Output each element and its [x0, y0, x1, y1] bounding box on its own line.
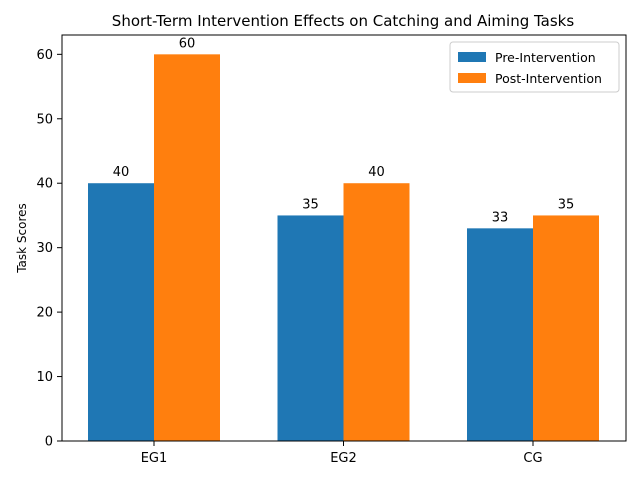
chart-title: Short-Term Intervention Effects on Catch…	[112, 12, 575, 30]
bar-eg2-pre	[277, 215, 344, 441]
bar-eg1-pre	[88, 183, 154, 441]
legend-label-post: Post-Intervention	[495, 71, 602, 86]
y-axis: 0 10 20 30 40 50 60	[36, 48, 62, 450]
legend-swatch-post	[458, 73, 486, 83]
legend-box	[449, 41, 620, 93]
bar-cg-post	[533, 215, 599, 441]
y-axis-label: Task Scores	[15, 203, 29, 274]
data-label-eg1-pre: 40	[113, 165, 130, 180]
x-tick-label-cg: CG	[523, 451, 542, 466]
plot-frame	[61, 34, 627, 442]
legend: Pre-Intervention Post-Intervention	[449, 41, 620, 93]
bar-cg-pre	[467, 228, 533, 441]
y-tick-label: 60	[36, 48, 53, 63]
x-tick-label-eg1: EG1	[141, 451, 168, 466]
y-tick-label: 50	[36, 112, 53, 127]
legend-swatch-pre	[458, 52, 486, 62]
y-tick-label: 20	[36, 306, 53, 321]
x-axis: EG1 EG2 CG	[141, 441, 543, 466]
bar-eg1-post	[154, 54, 220, 441]
data-label-eg2-post: 40	[368, 165, 385, 180]
data-labels-group: 40 60 35 40 33 35	[113, 36, 575, 225]
data-label-eg2-pre: 35	[302, 197, 319, 212]
y-tick-label: 0	[45, 435, 53, 450]
legend-label-pre: Pre-Intervention	[495, 50, 596, 65]
y-tick-label: 10	[36, 370, 53, 385]
data-label-eg1-post: 60	[179, 36, 196, 51]
y-tick-label: 30	[36, 241, 53, 256]
data-label-cg-pre: 33	[492, 210, 509, 225]
data-label-cg-post: 35	[558, 197, 575, 212]
bar-eg2-post	[343, 183, 410, 441]
bars-group	[88, 54, 599, 441]
x-tick-label-eg2: EG2	[330, 451, 357, 466]
y-tick-label: 40	[36, 177, 53, 192]
